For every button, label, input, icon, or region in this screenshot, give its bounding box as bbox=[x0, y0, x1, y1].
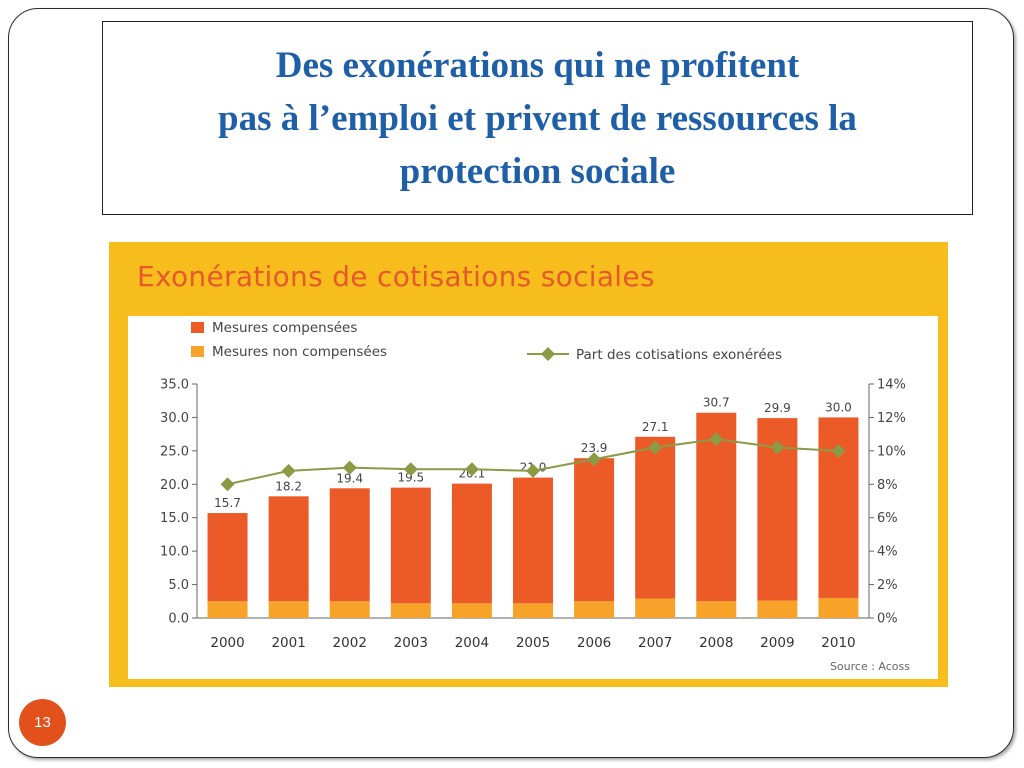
bar-non-compensated bbox=[757, 600, 798, 618]
line-point bbox=[587, 452, 602, 467]
bar-non-compensated bbox=[818, 597, 859, 618]
bar-compensated bbox=[329, 488, 370, 602]
right-tick-label: 12% bbox=[877, 411, 906, 426]
x-tick-label: 2006 bbox=[577, 635, 611, 651]
bar-non-compensated bbox=[268, 601, 309, 618]
right-tick-label: 8% bbox=[877, 478, 898, 493]
bar-non-compensated bbox=[696, 601, 737, 618]
left-tick-label: 30.0 bbox=[160, 411, 189, 426]
x-tick-label: 2000 bbox=[210, 635, 244, 651]
left-tick-label: 5.0 bbox=[168, 578, 189, 593]
left-tick-label: 0.0 bbox=[168, 612, 189, 627]
right-tick-label: 2% bbox=[877, 578, 898, 593]
page-number: 13 bbox=[34, 714, 51, 731]
chart-svg: 0.0 5.0 10.0 15.0 20.0 25.0 30.0 35.0 0% 2% 4% 6% 8%… bbox=[160, 320, 910, 673]
bar-non-compensated bbox=[207, 601, 248, 618]
bar-total-label: 19.5 bbox=[397, 471, 424, 485]
bar-non-compensated bbox=[390, 603, 431, 618]
title-line-1: Des exonérations qui ne profitent bbox=[275, 44, 800, 86]
line-point bbox=[342, 460, 357, 475]
right-tick-label: 14% bbox=[877, 378, 906, 393]
bar-non-compensated bbox=[329, 601, 370, 618]
x-tick-label: 2003 bbox=[394, 635, 428, 651]
line-point bbox=[770, 440, 785, 455]
line-point bbox=[281, 463, 296, 478]
legend-swatch-non-compensated bbox=[191, 346, 204, 357]
x-tick-label: 2001 bbox=[271, 635, 305, 651]
bar-compensated bbox=[574, 458, 615, 602]
bar-total-label: 18.2 bbox=[275, 479, 302, 493]
right-tick-label: 0% bbox=[877, 612, 898, 627]
line-point bbox=[648, 440, 663, 455]
x-tick-label: 2009 bbox=[760, 635, 794, 651]
title-line-2: pas à l’emploi et privent de ressources … bbox=[218, 97, 857, 139]
bar-non-compensated bbox=[574, 601, 615, 618]
left-tick-label: 35.0 bbox=[160, 378, 189, 393]
line-point bbox=[526, 463, 540, 478]
chart-area: 0.0 5.0 10.0 15.0 20.0 25.0 30.0 35.0 0% 2% 4% 6% 8%… bbox=[128, 316, 938, 679]
legend-label-non-compensated: Mesures non compensées bbox=[212, 344, 387, 360]
line-point bbox=[831, 443, 846, 458]
slide-frame bbox=[8, 8, 1014, 758]
left-tick-label: 20.0 bbox=[160, 478, 189, 493]
chart-source: Source : Acoss bbox=[830, 660, 910, 673]
legend-marker-exonerated bbox=[541, 347, 555, 361]
right-tick-label: 6% bbox=[877, 511, 898, 526]
left-tick-label: 15.0 bbox=[160, 511, 189, 526]
chart-title: Exonérations de cotisations sociales bbox=[137, 260, 655, 293]
bar-total-label: 15.7 bbox=[214, 496, 241, 510]
chart-panel: Exonérations de cotisations sociales 0.0… bbox=[109, 242, 948, 687]
title-line-3: protection sociale bbox=[399, 150, 676, 192]
legend-label-compensated: Mesures compensées bbox=[212, 320, 357, 336]
legend-swatch-compensated bbox=[191, 322, 204, 333]
bar-total-label: 27.1 bbox=[642, 420, 669, 434]
bar-non-compensated bbox=[635, 598, 676, 618]
x-tick-label: 2007 bbox=[638, 635, 672, 651]
x-tick-label: 2005 bbox=[516, 635, 550, 651]
bar-compensated bbox=[390, 487, 431, 604]
legend-label-exonerated: Part des cotisations exonérées bbox=[576, 347, 782, 363]
bar-total-label: 19.4 bbox=[336, 471, 363, 485]
left-tick-label: 10.0 bbox=[160, 545, 189, 560]
line-point bbox=[403, 462, 418, 477]
bar-compensated bbox=[635, 436, 676, 599]
line-point bbox=[464, 462, 479, 477]
bar-total-label: 30.0 bbox=[825, 400, 852, 414]
right-tick-label: 4% bbox=[877, 545, 898, 560]
page-number-badge: 13 bbox=[19, 699, 66, 746]
right-tick-label: 10% bbox=[877, 444, 906, 459]
x-tick-label: 2002 bbox=[333, 635, 367, 651]
x-tick-label: 2008 bbox=[699, 635, 733, 651]
x-tick-label: 2004 bbox=[455, 635, 489, 651]
line-point bbox=[220, 477, 235, 492]
bar-non-compensated bbox=[513, 603, 553, 618]
bar-compensated bbox=[207, 513, 248, 602]
bar-total-label: 23.9 bbox=[581, 441, 608, 455]
slide-title: Des exonérations qui ne profitent pas à … bbox=[102, 21, 973, 215]
bar-total-label: 30.7 bbox=[703, 396, 730, 410]
bar-compensated bbox=[513, 477, 553, 604]
left-tick-label: 25.0 bbox=[160, 444, 189, 459]
bar-compensated bbox=[451, 483, 492, 604]
bar-non-compensated bbox=[451, 603, 492, 618]
bar-total-label: 29.9 bbox=[764, 401, 791, 415]
x-tick-label: 2010 bbox=[821, 635, 855, 651]
bar-compensated bbox=[268, 496, 309, 602]
